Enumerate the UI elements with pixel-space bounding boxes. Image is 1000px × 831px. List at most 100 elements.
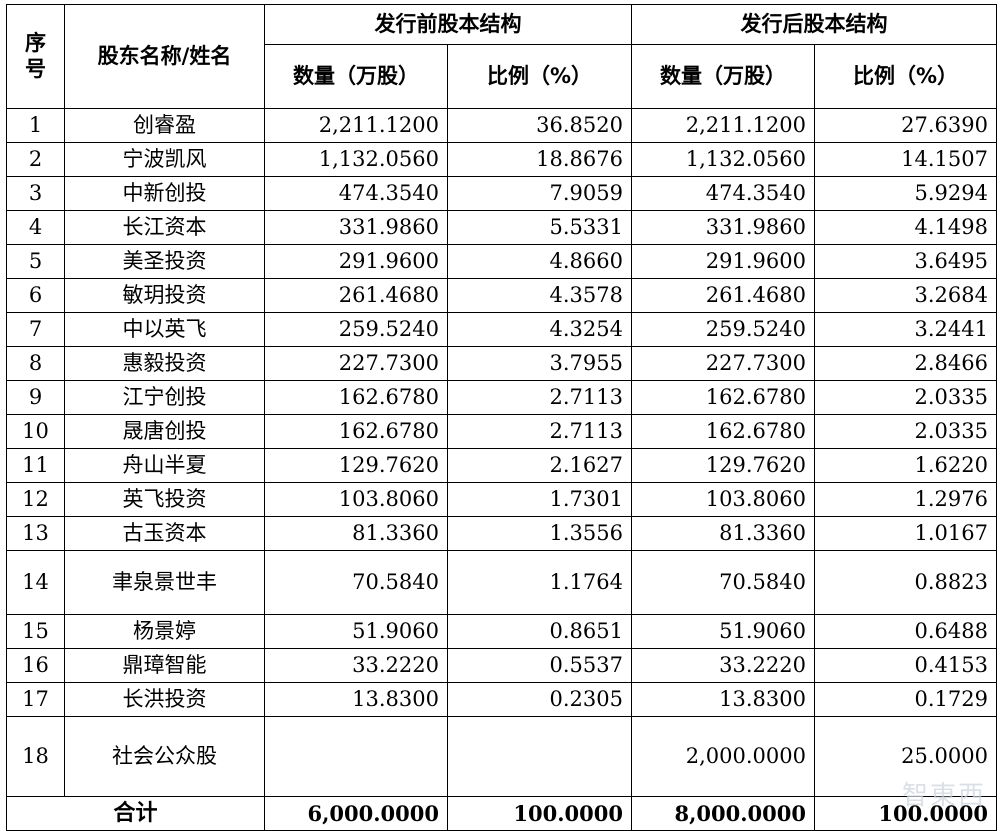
table-row: 2 宁波凯风 1,132.0560 18.8676 1,132.0560 14.1507 <box>6 142 997 177</box>
row-seq: 15 <box>6 614 65 649</box>
row-post-ratio: 1.2976 <box>814 482 997 517</box>
row-name: 中新创投 <box>64 176 265 211</box>
row-post-qty: 129.7620 <box>631 448 815 483</box>
header-post-issue: 发行后股本结构 <box>631 4 997 45</box>
row-seq: 7 <box>6 312 65 347</box>
row-seq: 2 <box>6 142 65 177</box>
table-row: 1 创睿盈 2,211.1200 36.8520 2,211.1200 27.6390 <box>6 108 997 143</box>
table-row: 17 长洪投资 13.8300 0.2305 13.8300 0.1729 <box>6 682 997 717</box>
row-pre-qty: 2,211.1200 <box>264 108 448 143</box>
table-row: 12 英飞投资 103.8060 1.7301 103.8060 1.2976 <box>6 482 997 517</box>
watermark: 智東西 <box>901 781 986 811</box>
row-pre-ratio: 4.8660 <box>447 244 632 279</box>
row-seq: 18 <box>6 716 65 797</box>
row-pre-qty: 81.3360 <box>264 516 448 551</box>
row-post-ratio: 25.0000 <box>814 716 997 797</box>
table-row: 11 舟山半夏 129.7620 2.1627 129.7620 1.6220 <box>6 448 997 483</box>
row-pre-ratio: 18.8676 <box>447 142 632 177</box>
row-seq: 1 <box>6 108 65 143</box>
row-post-qty: 2,211.1200 <box>631 108 815 143</box>
row-post-qty: 2,000.0000 <box>631 716 815 797</box>
table-row: 18 社会公众股 2,000.0000 25.0000 <box>6 716 997 797</box>
table-row: 4 长江资本 331.9860 5.5331 331.9860 4.1498 <box>6 210 997 245</box>
row-pre-qty: 1,132.0560 <box>264 142 448 177</box>
row-seq: 11 <box>6 448 65 483</box>
row-name: 中以英飞 <box>64 312 265 347</box>
row-pre-qty: 33.2220 <box>264 648 448 683</box>
row-name: 敏玥投资 <box>64 278 265 313</box>
row-post-ratio: 5.9294 <box>814 176 997 211</box>
table-row: 10 晟唐创投 162.6780 2.7113 162.6780 2.0335 <box>6 414 997 449</box>
total-pre-qty: 6,000.0000 <box>264 796 448 831</box>
row-seq: 13 <box>6 516 65 551</box>
table-row: 3 中新创投 474.3540 7.9059 474.3540 5.9294 <box>6 176 997 211</box>
row-name: 创睿盈 <box>64 108 265 143</box>
header-name: 股东名称/姓名 <box>64 4 265 109</box>
row-pre-qty: 13.8300 <box>264 682 448 717</box>
row-post-ratio: 0.8823 <box>814 550 997 615</box>
table-row: 13 古玉资本 81.3360 1.3556 81.3360 1.0167 <box>6 516 997 551</box>
row-name: 长江资本 <box>64 210 265 245</box>
row-name: 英飞投资 <box>64 482 265 517</box>
header-post-qty: 数量（万股） <box>631 44 815 109</box>
row-pre-qty: 291.9600 <box>264 244 448 279</box>
total-post-qty: 8,000.0000 <box>631 796 815 831</box>
row-post-ratio: 1.6220 <box>814 448 997 483</box>
row-seq: 3 <box>6 176 65 211</box>
row-pre-ratio: 7.9059 <box>447 176 632 211</box>
row-post-qty: 81.3360 <box>631 516 815 551</box>
row-post-ratio: 14.1507 <box>814 142 997 177</box>
total-label: 合计 <box>6 796 265 831</box>
table-row: 7 中以英飞 259.5240 4.3254 259.5240 3.2441 <box>6 312 997 347</box>
row-pre-qty: 331.9860 <box>264 210 448 245</box>
header-pre-ratio: 比例（%） <box>447 44 632 109</box>
row-name: 舟山半夏 <box>64 448 265 483</box>
row-post-ratio: 2.8466 <box>814 346 997 381</box>
row-pre-ratio: 5.5331 <box>447 210 632 245</box>
row-seq: 16 <box>6 648 65 683</box>
table-row: 9 江宁创投 162.6780 2.7113 162.6780 2.0335 <box>6 380 997 415</box>
row-name: 长洪投资 <box>64 682 265 717</box>
row-post-ratio: 2.0335 <box>814 414 997 449</box>
row-name: 晟唐创投 <box>64 414 265 449</box>
row-name: 惠毅投资 <box>64 346 265 381</box>
row-post-ratio: 3.2441 <box>814 312 997 347</box>
row-post-ratio: 0.1729 <box>814 682 997 717</box>
row-pre-qty: 70.5840 <box>264 550 448 615</box>
row-name: 江宁创投 <box>64 380 265 415</box>
row-post-ratio: 3.6495 <box>814 244 997 279</box>
row-post-qty: 51.9060 <box>631 614 815 649</box>
row-post-ratio: 0.4153 <box>814 648 997 683</box>
row-seq: 4 <box>6 210 65 245</box>
row-post-qty: 70.5840 <box>631 550 815 615</box>
row-name: 杨景婷 <box>64 614 265 649</box>
row-post-ratio: 1.0167 <box>814 516 997 551</box>
row-name: 聿泉景世丰 <box>64 550 265 615</box>
row-pre-ratio: 1.1764 <box>447 550 632 615</box>
row-pre-qty: 162.6780 <box>264 380 448 415</box>
row-post-qty: 1,132.0560 <box>631 142 815 177</box>
row-post-qty: 259.5240 <box>631 312 815 347</box>
row-post-qty: 291.9600 <box>631 244 815 279</box>
row-seq: 8 <box>6 346 65 381</box>
row-pre-ratio: 1.7301 <box>447 482 632 517</box>
row-post-ratio: 2.0335 <box>814 380 997 415</box>
row-post-qty: 474.3540 <box>631 176 815 211</box>
row-pre-qty: 259.5240 <box>264 312 448 347</box>
row-pre-ratio: 2.1627 <box>447 448 632 483</box>
table-row: 5 美圣投资 291.9600 4.8660 291.9600 3.6495 <box>6 244 997 279</box>
row-seq: 9 <box>6 380 65 415</box>
table-row: 16 鼎璋智能 33.2220 0.5537 33.2220 0.4153 <box>6 648 997 683</box>
row-name: 古玉资本 <box>64 516 265 551</box>
row-pre-ratio <box>447 716 632 797</box>
header-post-ratio: 比例（%） <box>814 44 997 109</box>
total-pre-ratio: 100.0000 <box>447 796 632 831</box>
table-body: 1 创睿盈 2,211.1200 36.8520 2,211.1200 27.6390 2 宁… <box>6 108 997 797</box>
table-row: 14 聿泉景世丰 70.5840 1.1764 70.5840 0.8823 <box>6 550 997 615</box>
row-post-qty: 13.8300 <box>631 682 815 717</box>
row-pre-ratio: 0.8651 <box>447 614 632 649</box>
table-row: 8 惠毅投资 227.7300 3.7955 227.7300 2.8466 <box>6 346 997 381</box>
table-row: 6 敏玥投资 261.4680 4.3578 261.4680 3.2684 <box>6 278 997 313</box>
row-post-qty: 162.6780 <box>631 414 815 449</box>
row-post-ratio: 3.2684 <box>814 278 997 313</box>
